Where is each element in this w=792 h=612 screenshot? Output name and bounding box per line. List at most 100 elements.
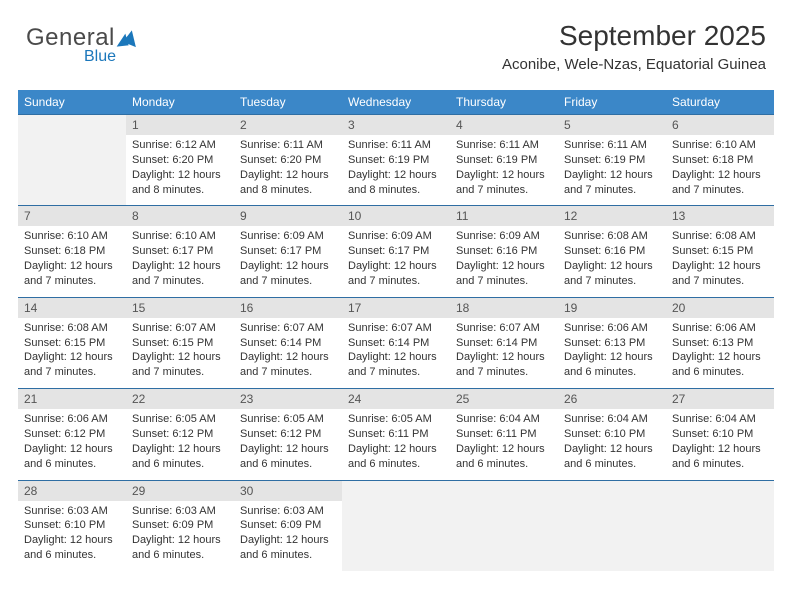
day-number-cell bbox=[558, 480, 666, 501]
day-detail-cell: Sunrise: 6:03 AMSunset: 6:09 PMDaylight:… bbox=[126, 501, 234, 571]
day-detail-cell: Sunrise: 6:11 AMSunset: 6:19 PMDaylight:… bbox=[558, 135, 666, 206]
daylight-line: Daylight: 12 hours and 7 minutes. bbox=[240, 259, 336, 289]
sunrise-line: Sunrise: 6:10 AM bbox=[132, 229, 228, 244]
day-detail-cell: Sunrise: 6:05 AMSunset: 6:12 PMDaylight:… bbox=[126, 409, 234, 480]
day-number-cell: 6 bbox=[666, 115, 774, 136]
sunrise-line: Sunrise: 6:08 AM bbox=[564, 229, 660, 244]
day-number-cell: 25 bbox=[450, 389, 558, 410]
weekday-header: Sunday bbox=[18, 90, 126, 115]
logo: General Blue bbox=[26, 24, 139, 66]
sunrise-line: Sunrise: 6:05 AM bbox=[348, 412, 444, 427]
sunrise-line: Sunrise: 6:11 AM bbox=[456, 138, 552, 153]
day-detail-cell: Sunrise: 6:10 AMSunset: 6:18 PMDaylight:… bbox=[666, 135, 774, 206]
day-detail-cell: Sunrise: 6:06 AMSunset: 6:12 PMDaylight:… bbox=[18, 409, 126, 480]
sunset-line: Sunset: 6:13 PM bbox=[564, 336, 660, 351]
calendar-day-header-row: SundayMondayTuesdayWednesdayThursdayFrid… bbox=[18, 90, 774, 115]
daylight-line: Daylight: 12 hours and 6 minutes. bbox=[672, 442, 768, 472]
day-detail-cell: Sunrise: 6:07 AMSunset: 6:15 PMDaylight:… bbox=[126, 318, 234, 389]
day-number-cell: 19 bbox=[558, 297, 666, 318]
sunset-line: Sunset: 6:19 PM bbox=[348, 153, 444, 168]
sunset-line: Sunset: 6:20 PM bbox=[240, 153, 336, 168]
day-detail-cell: Sunrise: 6:06 AMSunset: 6:13 PMDaylight:… bbox=[666, 318, 774, 389]
day-detail-cell: Sunrise: 6:08 AMSunset: 6:15 PMDaylight:… bbox=[18, 318, 126, 389]
day-detail-cell: Sunrise: 6:08 AMSunset: 6:15 PMDaylight:… bbox=[666, 226, 774, 297]
daylight-line: Daylight: 12 hours and 6 minutes. bbox=[132, 442, 228, 472]
day-detail-cell: Sunrise: 6:09 AMSunset: 6:16 PMDaylight:… bbox=[450, 226, 558, 297]
sunset-line: Sunset: 6:16 PM bbox=[564, 244, 660, 259]
page-title: September 2025 bbox=[502, 20, 766, 52]
sunset-line: Sunset: 6:15 PM bbox=[132, 336, 228, 351]
day-detail-cell: Sunrise: 6:11 AMSunset: 6:19 PMDaylight:… bbox=[342, 135, 450, 206]
daylight-line: Daylight: 12 hours and 6 minutes. bbox=[672, 350, 768, 380]
sunrise-line: Sunrise: 6:07 AM bbox=[240, 321, 336, 336]
sunset-line: Sunset: 6:10 PM bbox=[672, 427, 768, 442]
day-number-cell: 14 bbox=[18, 297, 126, 318]
weekday-header: Monday bbox=[126, 90, 234, 115]
sunrise-line: Sunrise: 6:10 AM bbox=[24, 229, 120, 244]
sunrise-line: Sunrise: 6:11 AM bbox=[564, 138, 660, 153]
sunset-line: Sunset: 6:12 PM bbox=[132, 427, 228, 442]
day-detail-cell bbox=[450, 501, 558, 571]
daylight-line: Daylight: 12 hours and 7 minutes. bbox=[672, 259, 768, 289]
daylight-line: Daylight: 12 hours and 7 minutes. bbox=[348, 350, 444, 380]
day-number-cell: 12 bbox=[558, 206, 666, 227]
weekday-header: Saturday bbox=[666, 90, 774, 115]
day-number-cell: 4 bbox=[450, 115, 558, 136]
sunset-line: Sunset: 6:09 PM bbox=[240, 518, 336, 533]
day-number-cell: 10 bbox=[342, 206, 450, 227]
day-number-cell: 30 bbox=[234, 480, 342, 501]
day-detail-cell: Sunrise: 6:10 AMSunset: 6:18 PMDaylight:… bbox=[18, 226, 126, 297]
weekday-header: Tuesday bbox=[234, 90, 342, 115]
sunrise-line: Sunrise: 6:11 AM bbox=[240, 138, 336, 153]
day-number-cell bbox=[666, 480, 774, 501]
day-number-cell: 2 bbox=[234, 115, 342, 136]
sunset-line: Sunset: 6:18 PM bbox=[24, 244, 120, 259]
day-number-cell bbox=[18, 115, 126, 136]
day-detail-cell: Sunrise: 6:04 AMSunset: 6:10 PMDaylight:… bbox=[666, 409, 774, 480]
sunset-line: Sunset: 6:09 PM bbox=[132, 518, 228, 533]
sunrise-line: Sunrise: 6:04 AM bbox=[456, 412, 552, 427]
sunrise-line: Sunrise: 6:06 AM bbox=[24, 412, 120, 427]
day-detail-cell: Sunrise: 6:04 AMSunset: 6:10 PMDaylight:… bbox=[558, 409, 666, 480]
day-detail-cell: Sunrise: 6:09 AMSunset: 6:17 PMDaylight:… bbox=[342, 226, 450, 297]
title-block: September 2025 Aconibe, Wele-Nzas, Equat… bbox=[502, 20, 766, 73]
day-number-cell: 11 bbox=[450, 206, 558, 227]
day-number-cell bbox=[342, 480, 450, 501]
day-number-cell: 18 bbox=[450, 297, 558, 318]
daylight-line: Daylight: 12 hours and 7 minutes. bbox=[564, 259, 660, 289]
daylight-line: Daylight: 12 hours and 7 minutes. bbox=[132, 350, 228, 380]
logo-word-general: General bbox=[26, 24, 115, 51]
sunrise-line: Sunrise: 6:04 AM bbox=[672, 412, 768, 427]
day-detail-cell: Sunrise: 6:11 AMSunset: 6:20 PMDaylight:… bbox=[234, 135, 342, 206]
day-detail-cell: Sunrise: 6:12 AMSunset: 6:20 PMDaylight:… bbox=[126, 135, 234, 206]
sunrise-line: Sunrise: 6:03 AM bbox=[240, 504, 336, 519]
sunrise-line: Sunrise: 6:04 AM bbox=[564, 412, 660, 427]
day-number-cell bbox=[450, 480, 558, 501]
header: General Blue September 2025 Aconibe, Wel… bbox=[18, 18, 774, 90]
day-detail-cell: Sunrise: 6:07 AMSunset: 6:14 PMDaylight:… bbox=[342, 318, 450, 389]
day-detail-cell bbox=[558, 501, 666, 571]
daylight-line: Daylight: 12 hours and 6 minutes. bbox=[132, 533, 228, 563]
sunset-line: Sunset: 6:19 PM bbox=[564, 153, 660, 168]
sunrise-line: Sunrise: 6:06 AM bbox=[672, 321, 768, 336]
day-detail-cell: Sunrise: 6:03 AMSunset: 6:10 PMDaylight:… bbox=[18, 501, 126, 571]
location: Aconibe, Wele-Nzas, Equatorial Guinea bbox=[502, 56, 766, 73]
sunset-line: Sunset: 6:17 PM bbox=[348, 244, 444, 259]
day-number-cell: 3 bbox=[342, 115, 450, 136]
day-number-cell: 17 bbox=[342, 297, 450, 318]
weekday-header: Wednesday bbox=[342, 90, 450, 115]
sunset-line: Sunset: 6:11 PM bbox=[456, 427, 552, 442]
day-detail-cell: Sunrise: 6:05 AMSunset: 6:11 PMDaylight:… bbox=[342, 409, 450, 480]
weekday-header: Friday bbox=[558, 90, 666, 115]
sunrise-line: Sunrise: 6:07 AM bbox=[132, 321, 228, 336]
daylight-line: Daylight: 12 hours and 6 minutes. bbox=[24, 442, 120, 472]
day-number-cell: 1 bbox=[126, 115, 234, 136]
day-number-cell: 8 bbox=[126, 206, 234, 227]
day-detail-cell: Sunrise: 6:06 AMSunset: 6:13 PMDaylight:… bbox=[558, 318, 666, 389]
sunset-line: Sunset: 6:15 PM bbox=[672, 244, 768, 259]
day-number-cell: 9 bbox=[234, 206, 342, 227]
day-detail-cell: Sunrise: 6:07 AMSunset: 6:14 PMDaylight:… bbox=[234, 318, 342, 389]
daylight-line: Daylight: 12 hours and 7 minutes. bbox=[456, 259, 552, 289]
sunset-line: Sunset: 6:16 PM bbox=[456, 244, 552, 259]
daylight-line: Daylight: 12 hours and 6 minutes. bbox=[240, 442, 336, 472]
